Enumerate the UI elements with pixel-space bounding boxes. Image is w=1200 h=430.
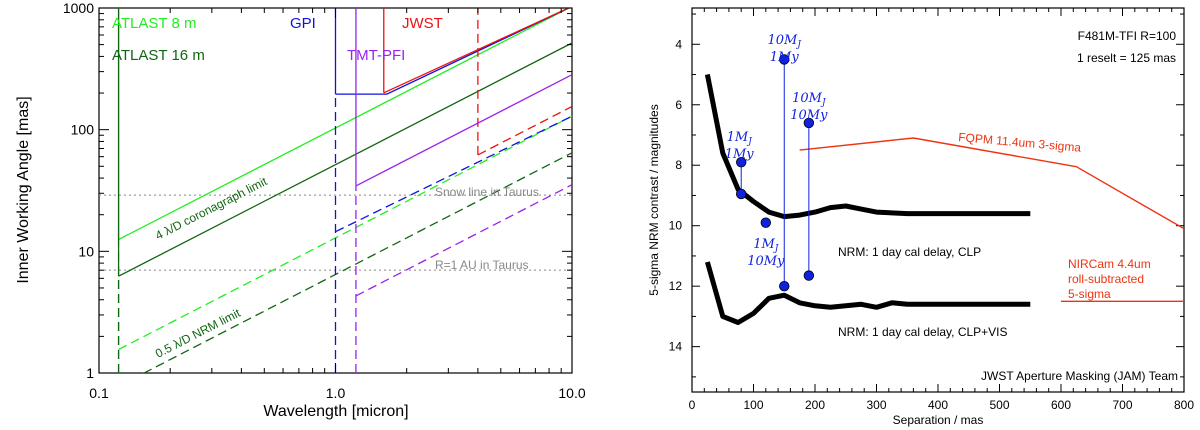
planet-point	[779, 54, 790, 65]
right-y-tick-label: 4	[675, 37, 682, 51]
info-line-2: 1 reselt = 125 mas	[1077, 51, 1176, 65]
legend-atlast-16m: ATLAST 16 m	[112, 47, 205, 64]
planet-point	[736, 157, 747, 168]
right-x-tick-label: 700	[1112, 398, 1132, 412]
right-x-tick-label: 600	[1051, 398, 1071, 412]
fqpm-label: FQPM 11.4um 3-sigma	[958, 130, 1082, 155]
right-y-tick-label: 10	[669, 219, 683, 233]
left-x-tick-label: 1.0	[326, 385, 346, 401]
planet-mass-label: 10MJ	[792, 91, 827, 108]
planet-point	[736, 188, 747, 200]
nrm-line-2	[335, 115, 572, 233]
legend-tmt-pfi: TMT-PFI	[347, 47, 405, 64]
planet-point	[803, 270, 815, 281]
left-y-axis-label: Inner Working Angle [mas]	[15, 96, 32, 283]
planet-mass-label: 1MJ	[753, 237, 780, 254]
left-x-tick-label: 0.1	[89, 385, 109, 401]
nrm-limit-label: 0.5 λ/D NRM limit	[153, 306, 243, 361]
snow-line-label: Snow line in Taurus	[435, 185, 539, 199]
nircam-label-1: NIRCam 4.4um	[1068, 257, 1151, 271]
right-y-axis-label: 5-sigma NRM contrast / magnitudes	[647, 104, 661, 295]
planet-age-label: 1My	[770, 50, 800, 65]
right-y-tick-label: 12	[669, 279, 683, 293]
right-y-tick-label: 8	[675, 158, 682, 172]
clp-label: NRM: 1 day cal delay, CLP	[838, 245, 981, 259]
coronagraph-line-0	[118, 8, 571, 241]
nircam-label-3: 5-sigma	[1068, 287, 1111, 301]
right-x-tick-label: 500	[989, 398, 1009, 412]
right-x-tick-label: 100	[743, 398, 763, 412]
planet-age-label: 1My	[725, 147, 755, 162]
r1au-label: R=1 AU in Taurus	[435, 258, 529, 272]
nrm-line-3	[477, 105, 572, 156]
coronagraph-line-4	[355, 74, 572, 187]
planet-point	[760, 217, 772, 228]
legend-gpi: GPI	[290, 15, 316, 32]
coronagraph-limit-label: 4 λ/D coronagraph limit	[153, 174, 270, 243]
nircam-label-2: roll-subtracted	[1068, 272, 1144, 286]
nrm-line-0	[118, 115, 572, 351]
planet-point	[779, 280, 790, 292]
planet-age-label: 10My	[790, 108, 828, 123]
left-chart: 0.1 1.0 10.0 1 10 100 1000 Wavelength [micron]…	[15, 0, 586, 420]
right-x-axis-label: Separation / mas	[893, 413, 984, 427]
credit-label: JWST Aperture Masking (JAM) Team	[981, 369, 1178, 383]
left-x-axis-label: Wavelength [micron]	[263, 403, 408, 420]
right-y-tick-label: 6	[675, 98, 682, 112]
planet-point	[803, 117, 815, 129]
planet-mass-label: 10MJ	[768, 33, 803, 50]
info-line-1: F481M-TFI R=100	[1078, 29, 1177, 43]
right-series-2	[799, 137, 1184, 230]
nrm-line-4	[355, 184, 572, 297]
planet-age-label: 10My	[747, 254, 785, 269]
right-x-tick-label: 800	[1174, 398, 1194, 412]
left-y-tick-label: 1000	[63, 0, 94, 16]
left-x-tick-label: 10.0	[558, 385, 585, 401]
clpvis-label: NRM: 1 day cal delay, CLP+VIS	[838, 325, 1008, 339]
legend-atlast-8m: ATLAST 8 m	[112, 15, 196, 32]
right-x-tick-label: 400	[928, 398, 948, 412]
right-x-tick-label: 200	[805, 398, 825, 412]
planet-mass-label: 1MJ	[727, 130, 754, 147]
right-x-tick-label: 300	[866, 398, 886, 412]
right-series-0	[704, 74, 1031, 220]
nrm-line-1	[142, 152, 572, 373]
coronagraph-line-2	[335, 8, 571, 95]
left-y-tick-label: 1	[86, 365, 94, 381]
coronagraph-line-1	[118, 42, 572, 277]
right-series-1	[704, 261, 1031, 325]
left-y-tick-label: 100	[71, 122, 95, 138]
right-y-tick-label: 14	[669, 340, 683, 354]
left-y-tick-label: 10	[78, 243, 94, 259]
legend-jwst: JWST	[402, 15, 443, 32]
right-x-tick-label: 0	[689, 398, 696, 412]
